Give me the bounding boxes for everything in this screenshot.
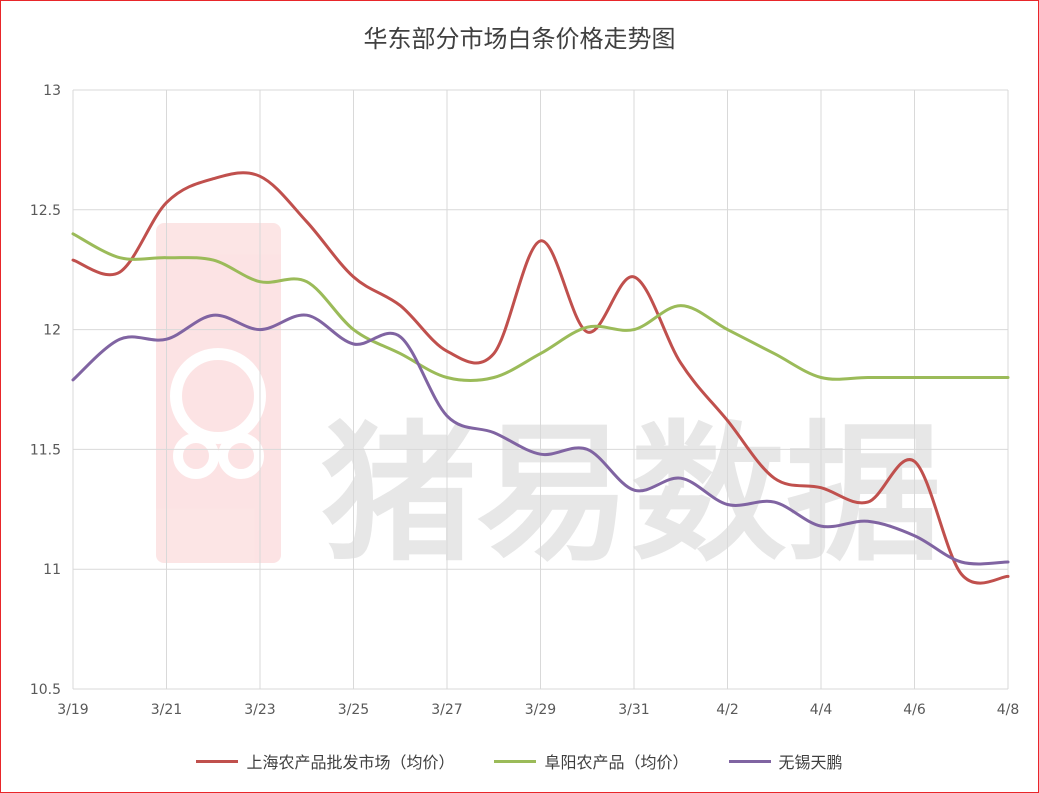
y-tick-label: 11.5	[30, 442, 61, 458]
series-line-2	[71, 313, 1010, 566]
y-tick-label: 11	[43, 562, 61, 578]
watermark-logo-eye-right	[218, 433, 264, 479]
watermark-text: 猪易数据	[321, 408, 941, 582]
series-line-1	[71, 232, 1010, 382]
legend-swatch-wuxi	[728, 759, 771, 763]
x-tick-label: 3/25	[338, 702, 369, 718]
legend-label-wuxi: 无锡天鹏	[778, 753, 843, 772]
y-axis-ticks: 10.5 11 11.5 12 12.5 13	[30, 83, 61, 698]
legend-label-shanghai: 上海农产品批发市场（均价）	[246, 753, 455, 772]
legend-item-shanghai[interactable]: 上海农产品批发市场（均价）	[196, 749, 454, 773]
x-tick-label: 3/31	[618, 702, 649, 718]
legend-item-wuxi[interactable]: 无锡天鹏	[728, 749, 843, 773]
x-tick-label: 3/21	[151, 702, 182, 718]
y-tick-label: 10.5	[30, 682, 61, 698]
watermark: 猪易数据	[156, 223, 941, 582]
chart-title: 华东部分市场白条价格走势图	[363, 25, 676, 53]
y-tick-label: 12	[43, 323, 61, 339]
x-tick-label: 3/23	[244, 702, 275, 718]
x-tick-label: 4/8	[997, 702, 1020, 718]
x-tick-label: 3/19	[57, 702, 88, 718]
gridlines	[72, 89, 1009, 690]
legend-swatch-shanghai	[196, 759, 239, 763]
watermark-logo-eye-left	[173, 433, 219, 479]
x-axis-ticks: 3/19 3/21 3/23 3/25 3/27 3/29 3/31 4/2 4/4 4/6 4/8	[57, 702, 1019, 718]
x-tick-label: 4/2	[716, 702, 739, 718]
series-line-0	[71, 171, 1010, 585]
legend-item-fuyang[interactable]: 阜阳农产品（均价）	[494, 749, 689, 773]
x-tick-label: 3/27	[431, 702, 462, 718]
legend: 上海农产品批发市场（均价） 阜阳农产品（均价） 无锡天鹏	[1, 749, 1038, 773]
series-lines	[71, 171, 1010, 585]
legend-label-fuyang: 阜阳农产品（均价）	[544, 753, 689, 772]
x-tick-label: 4/6	[903, 702, 926, 718]
y-tick-label: 13	[43, 83, 61, 99]
watermark-logo-bg	[156, 223, 281, 563]
x-tick-label: 4/4	[810, 702, 833, 718]
y-tick-label: 12.5	[30, 203, 61, 219]
x-tick-label: 3/29	[525, 702, 556, 718]
legend-swatch-fuyang	[494, 759, 537, 763]
